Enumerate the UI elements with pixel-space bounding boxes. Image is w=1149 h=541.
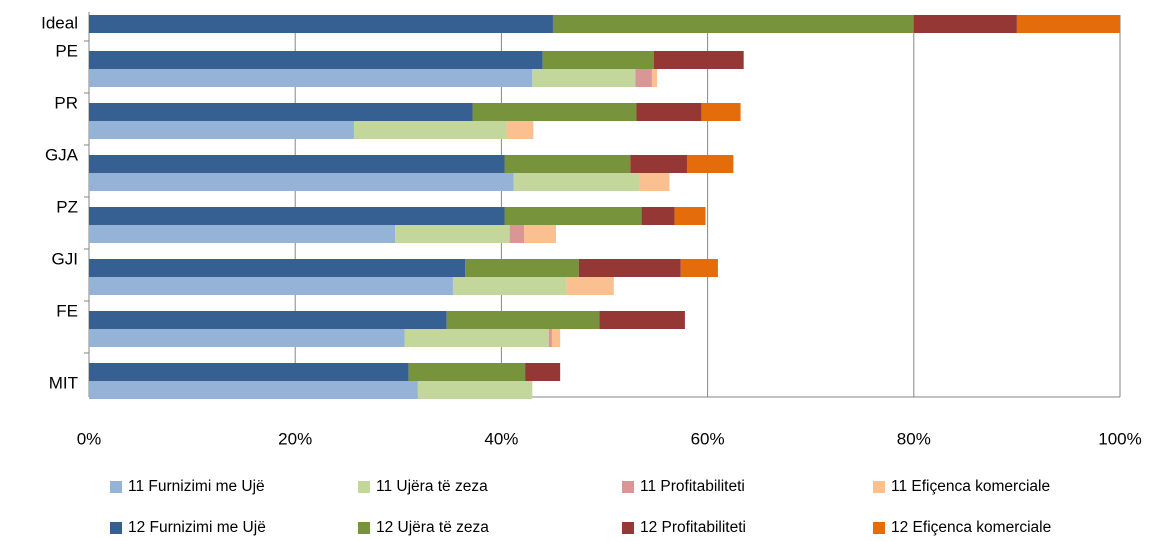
x-tick-label: 100%	[1098, 429, 1141, 448]
legend-swatch	[110, 522, 122, 534]
y-tick-label: Ideal	[41, 13, 78, 32]
legend-label: 11 Profitabiliteti	[640, 478, 745, 495]
bar-segment	[404, 329, 549, 347]
bar-segment	[504, 207, 642, 225]
bar-segment	[651, 69, 658, 87]
y-tick-label: MIT	[49, 373, 78, 392]
x-tick-label: 40%	[484, 429, 518, 448]
bar-segment	[506, 121, 534, 139]
legend-label: 12 Efiçenca komerciale	[891, 519, 1051, 536]
bar-segment	[89, 121, 354, 139]
bar-segment	[452, 277, 567, 295]
bar-segment	[578, 259, 681, 277]
bar-segment	[89, 103, 473, 121]
bar-segment	[524, 225, 557, 243]
legend-label: 11 Ujëra të zeza	[376, 478, 488, 495]
bar-segment	[701, 103, 741, 121]
bar-segment	[465, 259, 579, 277]
bar-segment	[1016, 15, 1120, 33]
bar-segment	[639, 173, 670, 191]
legend-label: 12 Ujëra të zeza	[376, 519, 489, 536]
y-tick-label: PR	[54, 93, 78, 112]
legend-label: 12 Profitabiliteti	[640, 519, 746, 536]
bar-segment	[674, 207, 706, 225]
bar-segment	[635, 69, 652, 87]
bar-segment	[630, 155, 687, 173]
bar-segment	[89, 329, 405, 347]
bar-segment	[353, 121, 507, 139]
legend-label: 11 Furnizimi me Ujë	[128, 478, 265, 495]
y-tick-label: PE	[55, 41, 78, 60]
bar-segment	[509, 225, 525, 243]
bar-segment	[89, 155, 505, 173]
legend-swatch	[110, 481, 122, 493]
bar-segment	[89, 363, 409, 381]
bar-segment	[417, 381, 533, 399]
legend-label: 11 Efiçenca komerciale	[891, 478, 1050, 495]
legend-swatch	[873, 522, 885, 534]
bar-segment	[89, 225, 396, 243]
bar-segment	[913, 15, 1017, 33]
bar-segment	[542, 51, 654, 69]
bar-segment	[551, 329, 561, 347]
legend-swatch	[358, 481, 370, 493]
bar-segment	[636, 103, 702, 121]
x-tick-label: 80%	[897, 429, 931, 448]
bar-segment	[552, 15, 914, 33]
y-tick-label: PZ	[56, 197, 78, 216]
legend-swatch	[622, 481, 634, 493]
y-tick-label: FE	[56, 301, 78, 320]
bar-segment	[680, 259, 718, 277]
bar-segment	[395, 225, 510, 243]
bar-segment	[641, 207, 675, 225]
x-tick-label: 0%	[77, 429, 102, 448]
bar-segment	[686, 155, 734, 173]
bar-segment	[532, 69, 636, 87]
bar-segment	[89, 311, 447, 329]
legend-swatch	[873, 481, 885, 493]
x-tick-label: 20%	[278, 429, 312, 448]
bar-segment	[653, 51, 744, 69]
bar-segment	[89, 15, 553, 33]
bar-segment	[446, 311, 600, 329]
bar-segment	[525, 363, 561, 381]
legend-label: 12 Furnizimi me Ujë	[128, 519, 266, 536]
bar-segment	[566, 277, 614, 295]
bar-segment	[548, 329, 552, 347]
y-tick-label: GJI	[52, 249, 78, 268]
bar-segment	[89, 51, 543, 69]
bar-segment	[89, 277, 453, 295]
bar-segment	[599, 311, 685, 329]
y-tick-label: GJA	[45, 145, 79, 164]
bar-segment	[513, 173, 640, 191]
bar-segment	[472, 103, 637, 121]
legend-swatch	[622, 522, 634, 534]
bar-segment	[89, 207, 505, 225]
bar-segment	[89, 259, 466, 277]
bar-segment	[408, 363, 526, 381]
bar-segment	[504, 155, 631, 173]
x-tick-label: 60%	[691, 429, 725, 448]
legend-swatch	[358, 522, 370, 534]
bar-segment	[89, 381, 418, 399]
bar-segment	[89, 69, 533, 87]
bar-segment	[89, 173, 514, 191]
